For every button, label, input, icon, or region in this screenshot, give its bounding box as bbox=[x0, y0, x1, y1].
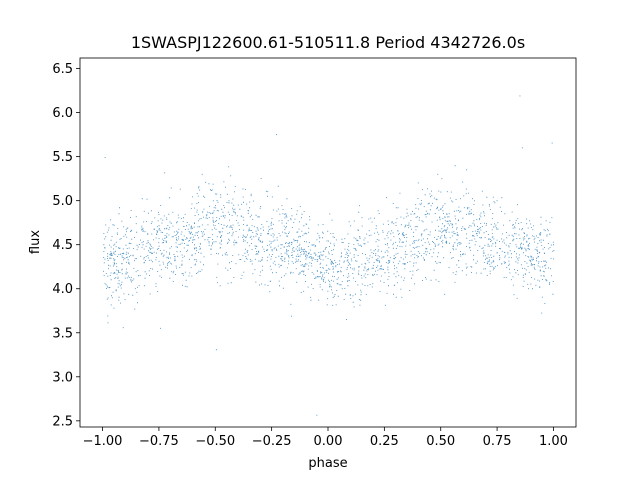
x-tick-label: 0.50 bbox=[426, 434, 455, 449]
y-tick-label: 4.5 bbox=[52, 238, 73, 253]
x-tick-label: −0.50 bbox=[195, 434, 235, 449]
y-tick-label: 6.5 bbox=[52, 62, 73, 77]
y-tick-label: 6.0 bbox=[52, 106, 73, 121]
x-tick-label: 0.75 bbox=[483, 434, 512, 449]
chart-title: 1SWASPJ122600.61-510511.8 Period 4342726… bbox=[131, 33, 525, 52]
x-axis: −1.00 −0.75 −0.50 −0.25 0.00 0.25 0.50 0.75 1.00 bbox=[83, 427, 568, 449]
x-tick-label: −0.25 bbox=[252, 434, 292, 449]
y-axis: 2.5 3.0 3.5 4.0 4.5 5.0 5.5 6.0 6.5 bbox=[52, 62, 80, 429]
x-tick-label: −1.00 bbox=[83, 434, 123, 449]
y-tick-label: 2.5 bbox=[52, 414, 73, 429]
x-tick-label: 0.00 bbox=[314, 434, 343, 449]
y-tick-label: 5.5 bbox=[52, 150, 73, 165]
y-tick-label: 5.0 bbox=[52, 194, 73, 209]
x-tick-label: −0.75 bbox=[139, 434, 179, 449]
x-tick-label: 1.00 bbox=[539, 434, 568, 449]
y-tick-label: 3.0 bbox=[52, 370, 73, 385]
y-axis-label: flux bbox=[28, 230, 43, 254]
y-tick-label: 3.5 bbox=[52, 326, 73, 341]
y-tick-label: 4.0 bbox=[52, 282, 73, 297]
x-axis-label: phase bbox=[308, 456, 347, 471]
plot-area bbox=[80, 58, 576, 427]
x-tick-label: 0.25 bbox=[370, 434, 399, 449]
